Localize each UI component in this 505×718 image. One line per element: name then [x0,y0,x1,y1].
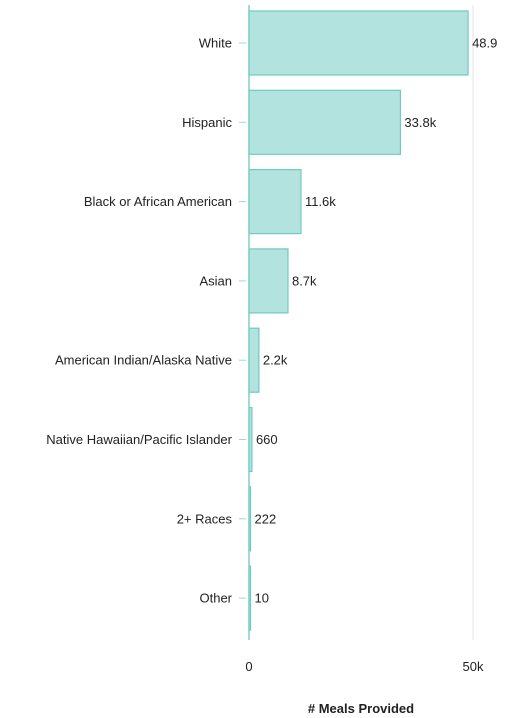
data-label: 33.8k [404,115,436,130]
x-tick-label: 0 [245,659,252,674]
category-label: Other [199,591,232,606]
category-label: 2+ Races [177,511,233,526]
labels-layer: White 48.9 Hispanic 33.8k Black or African A… [46,36,497,606]
bar-0[interactable] [248,10,469,76]
category-label: American Indian/Alaska Native [55,353,232,368]
x-tick-label: 50k [463,659,484,674]
category-label: Asian [199,273,232,288]
bar-2[interactable] [248,169,302,235]
data-label: 11.6k [305,194,336,209]
data-label: 8.7k [292,273,317,288]
category-label: Black or African American [84,194,232,209]
data-label: 660 [256,432,278,447]
category-label: White [199,36,232,51]
bar-3[interactable] [248,248,289,314]
bar-4[interactable] [248,327,260,393]
category-label: Native Hawaiian/Pacific Islander [46,432,232,447]
bars-layer [248,10,469,631]
data-label: 10 [255,591,269,606]
data-label: 222 [255,511,277,526]
x-axis-title: # Meals Provided [308,701,414,716]
data-label: 2.2k [263,353,288,368]
bar-1[interactable] [248,89,402,155]
data-label: 48.9 [472,36,497,51]
category-label: Hispanic [182,115,232,130]
x-axis-ticks: 0 50k [245,659,484,674]
